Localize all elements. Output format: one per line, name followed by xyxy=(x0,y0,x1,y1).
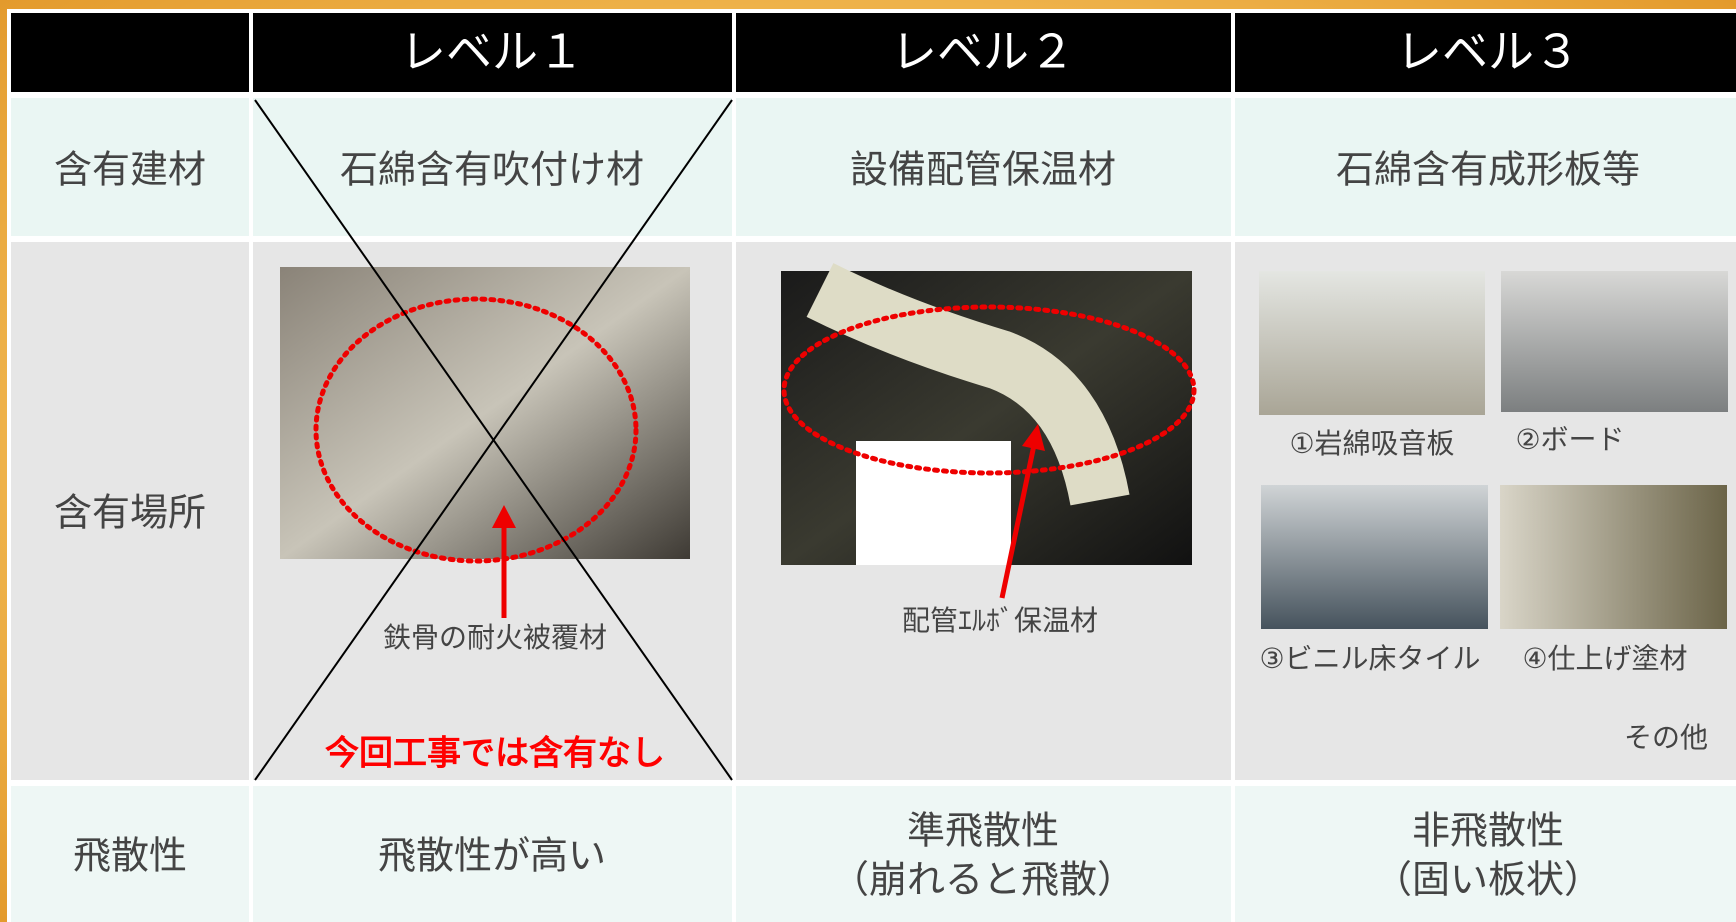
cross-out xyxy=(254,99,733,781)
caption: ①岩綿吸音板 xyxy=(1289,427,1454,460)
photo xyxy=(280,267,690,559)
photo xyxy=(1259,271,1485,415)
texts: レベル１ レベル２ レベル３ 含有建材 石綿含有吹付け材 設備配管保温材 石綿含… xyxy=(54,25,1708,878)
cell: 石綿含有吹付け材 xyxy=(340,148,644,192)
photo xyxy=(1500,485,1727,629)
row-label: 含有建材 xyxy=(54,148,206,192)
photo xyxy=(1261,485,1488,629)
cell: 設備配管保温材 xyxy=(850,148,1116,192)
cell: 準飛散性 xyxy=(907,809,1059,853)
row-label: 飛散性 xyxy=(73,834,187,878)
caption: ③ビニル床タイル xyxy=(1259,642,1480,675)
caption: ②ボード xyxy=(1515,423,1624,456)
row-label: 含有場所 xyxy=(54,491,206,535)
cell: 石綿含有成形板等 xyxy=(1336,148,1640,192)
column-header: レベル１ xyxy=(400,25,584,79)
caption: 鉄骨の耐火被覆材 xyxy=(383,621,607,654)
highlight-ellipses xyxy=(313,296,1197,564)
caption: ④仕上げ塗材 xyxy=(1522,642,1687,675)
cell: （崩れると飛散） xyxy=(831,858,1135,902)
caption: その他 xyxy=(1624,721,1708,754)
photo xyxy=(1501,271,1728,412)
cell: 非飛散性 xyxy=(1412,809,1564,853)
note: 今回工事では含有なし xyxy=(325,734,665,774)
arrows xyxy=(492,424,1045,618)
caption: 配管ｴﾙﾎﾞ保温材 xyxy=(902,604,1098,637)
column-header: レベル３ xyxy=(1396,25,1580,79)
cell: （固い板状） xyxy=(1374,858,1602,902)
column-header: レベル２ xyxy=(891,25,1075,79)
cell: 飛散性が高い xyxy=(378,834,606,878)
pipe xyxy=(806,263,1130,506)
